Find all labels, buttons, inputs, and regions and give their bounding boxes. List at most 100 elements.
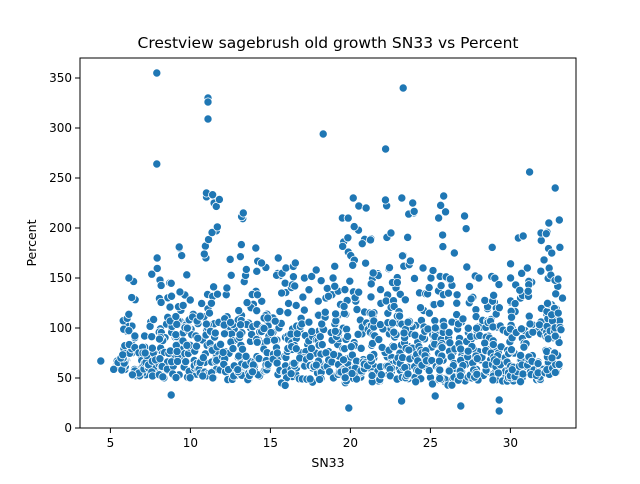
data-point [388,318,398,328]
data-point [411,377,421,387]
data-point [525,167,535,177]
data-point [424,366,434,376]
data-point [152,68,162,78]
data-point [489,290,499,300]
data-point [426,273,436,283]
data-point [251,243,261,253]
data-point [348,260,358,270]
data-point [368,268,378,278]
data-point [206,298,216,308]
data-point [517,268,527,278]
data-point [304,285,314,295]
data-point [533,359,543,369]
data-point [380,195,390,205]
data-point [399,328,409,338]
data-point [438,242,448,252]
data-point [439,321,449,331]
data-point [174,242,184,252]
data-point [208,373,218,383]
y-tick-label: 350 [49,71,72,85]
x-tick-label: 5 [107,436,115,450]
data-point [226,317,236,327]
data-point [480,295,490,305]
data-point [480,338,490,348]
y-tick-label: 300 [49,121,72,135]
y-tick-label: 250 [49,171,72,185]
data-point [262,336,272,346]
x-tick-label: 30 [503,436,518,450]
data-point [147,269,157,279]
data-point [118,350,128,360]
data-point [487,242,497,252]
data-point [343,233,353,243]
data-point [198,353,208,363]
data-point [320,307,330,317]
data-point [203,114,213,124]
y-tick-label: 50 [57,371,72,385]
x-tick-label: 15 [263,436,278,450]
data-point [331,309,341,319]
data-point [234,306,244,316]
data-point [418,263,428,273]
data-point [124,309,134,319]
data-point [367,371,377,381]
data-point [550,183,560,193]
data-point [311,360,321,370]
data-point [235,330,245,340]
data-point [286,369,296,379]
y-axis-label: Percent [24,219,39,266]
data-point [381,144,391,154]
data-point [263,313,273,323]
data-point [315,332,325,342]
data-point [493,368,503,378]
data-point [494,395,504,405]
data-point [307,271,317,281]
data-point [156,280,166,290]
data-point [444,327,454,337]
data-point [554,359,564,369]
data-point [171,373,181,383]
data-point [507,312,517,322]
data-point [343,213,353,223]
data-point [365,352,375,362]
data-point [177,251,187,261]
data-point [376,370,386,380]
data-point [181,357,191,367]
data-point [347,368,357,378]
data-point [409,206,419,216]
data-point [376,285,386,295]
data-point [166,278,176,288]
data-point [259,323,269,333]
data-point [241,351,251,361]
data-point [197,298,207,308]
data-point [252,266,262,276]
data-point [456,344,466,354]
data-point [328,273,338,283]
data-point [518,369,528,379]
data-point [236,320,246,330]
data-point [428,266,438,276]
data-point [298,292,308,302]
data-point [275,306,285,316]
data-point [434,356,444,366]
data-point [506,345,516,355]
data-point [182,340,192,350]
data-point [339,355,349,365]
data-point [315,374,325,384]
data-point [550,331,560,341]
data-point [353,329,363,339]
data-point [305,351,315,361]
data-point [456,401,466,411]
data-point [488,322,498,332]
data-point [241,264,251,274]
data-point [218,347,228,357]
data-point [283,308,293,318]
data-point [280,380,290,390]
data-point [147,343,157,353]
data-point [361,203,371,213]
data-point [536,266,546,276]
data-point [172,346,182,356]
data-point [507,365,517,375]
data-point [192,341,202,351]
data-point [204,235,214,245]
